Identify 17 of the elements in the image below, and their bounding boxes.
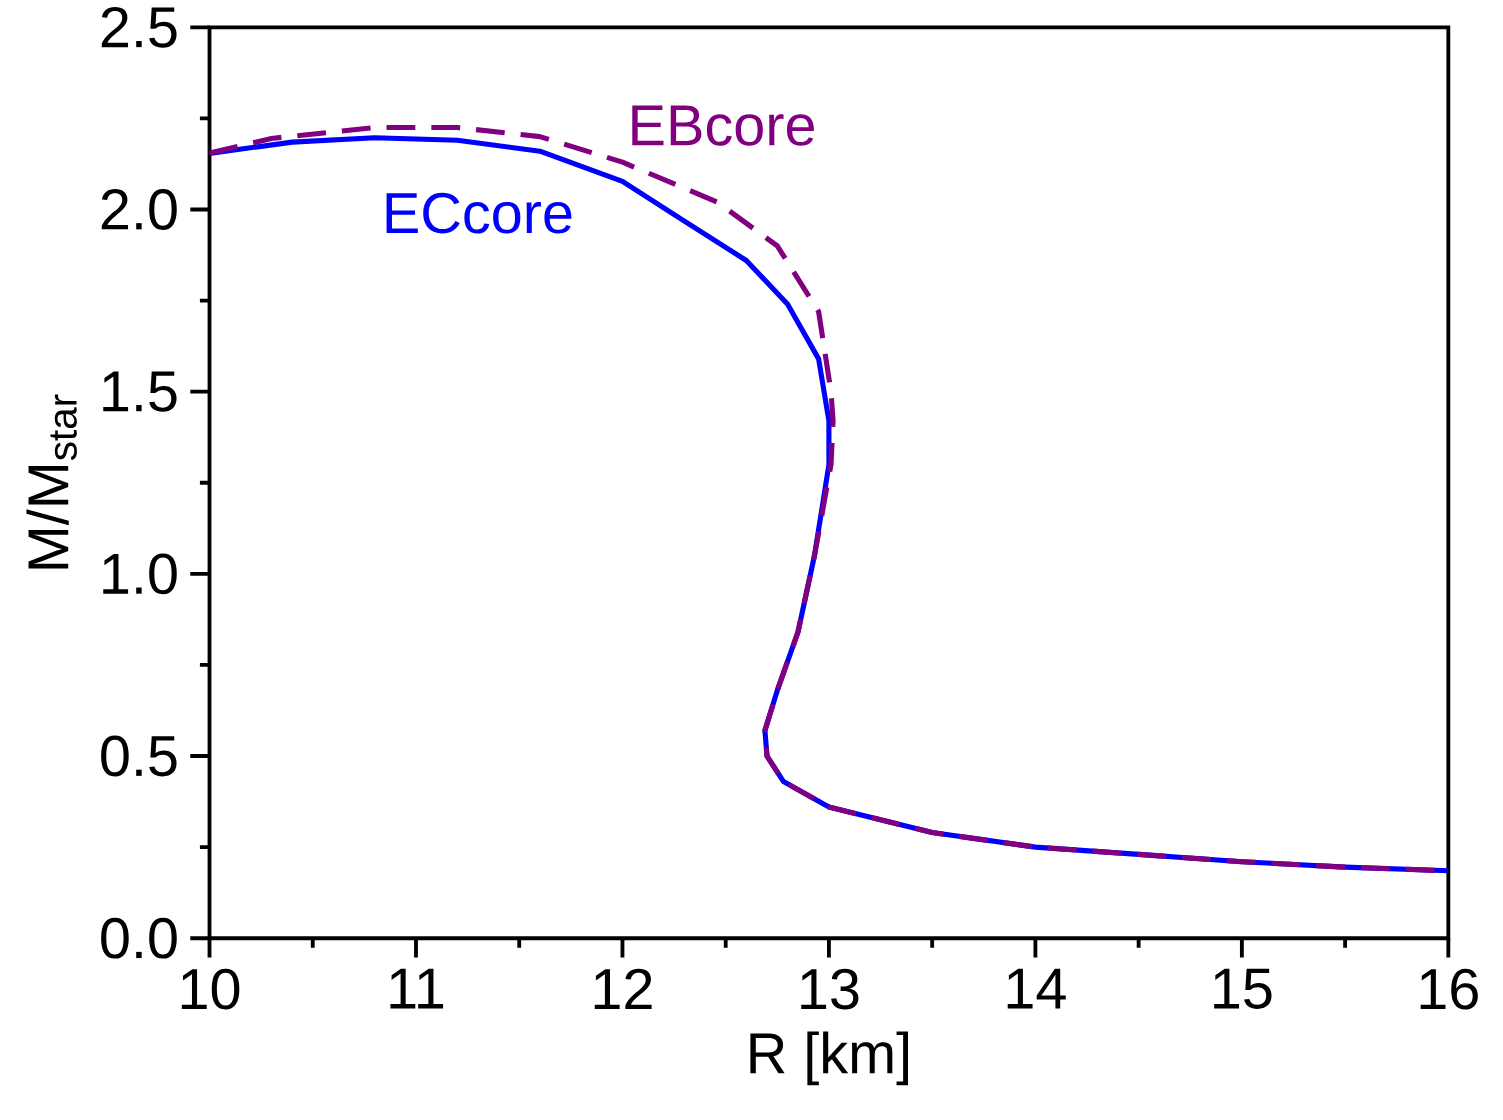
y-axis-title: M/M$_{star}$ [26, 394, 77, 569]
y-tick-label: 1.0 [103, 553, 177, 595]
y-tick-label: 0.5 [101, 735, 177, 777]
x-tick-label: 15 [1214, 968, 1272, 1009]
x-tick-label: 12 [594, 968, 652, 1009]
x-tick-label: 16 [1420, 968, 1478, 1010]
series-label: EBcore [632, 105, 814, 146]
y-tick-label: 0.0 [101, 917, 177, 959]
series-label: ECcore [386, 192, 572, 234]
x-tick-label: 10 [181, 968, 240, 1010]
y-tick-label: 2.0 [101, 188, 177, 230]
x-tick-label: 13 [801, 968, 859, 1010]
x-tick-label: 14 [1007, 968, 1066, 1009]
y-tick-label: 1.5 [103, 371, 177, 412]
x-tick-label: 11 [390, 968, 444, 1009]
y-tick-label: 2.5 [101, 6, 177, 48]
x-axis-title: R [km] [750, 1031, 908, 1086]
